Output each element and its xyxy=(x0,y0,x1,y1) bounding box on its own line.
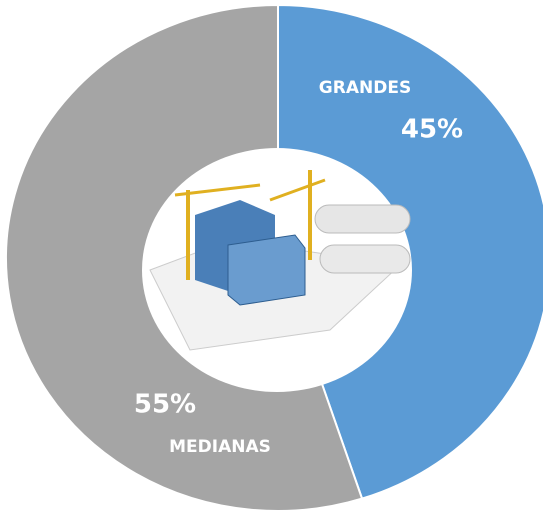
labels: GRANDES 45% MEDIANAS 55% xyxy=(134,78,463,457)
blueprint-roll xyxy=(314,204,411,234)
building xyxy=(227,234,306,306)
center-illustration xyxy=(149,170,411,351)
crane xyxy=(174,183,261,197)
crane xyxy=(269,178,326,202)
blueprint-roll xyxy=(319,244,411,274)
category-label: GRANDES xyxy=(319,78,411,98)
category-label: MEDIANAS xyxy=(169,437,271,457)
value-label: 45% xyxy=(401,115,463,145)
value-label: 55% xyxy=(134,390,196,420)
